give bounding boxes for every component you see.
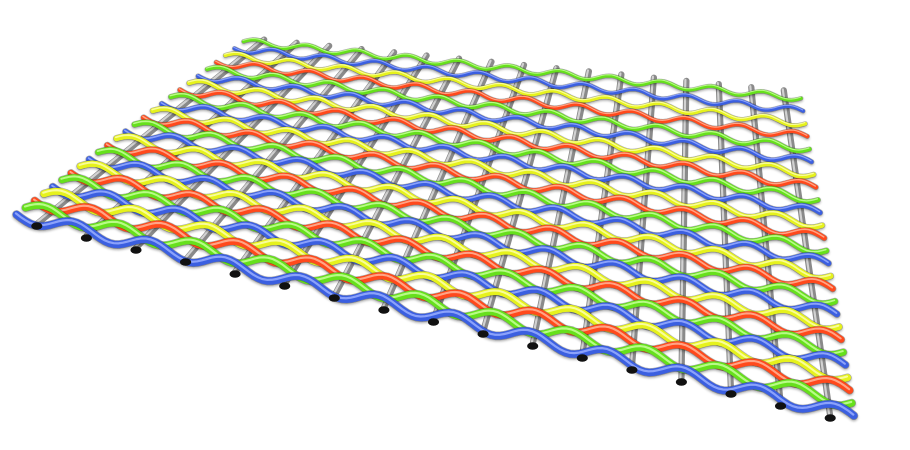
weft-strand [158, 100, 824, 216]
warp-end-cap [576, 354, 588, 362]
warp-end-cap [80, 234, 92, 242]
warp-end-cap [477, 330, 489, 338]
weft-strand [177, 87, 819, 191]
weft-strand [222, 50, 808, 129]
warp-end-cap [130, 246, 142, 254]
warp-end-cap [775, 402, 787, 410]
weft-strand [186, 78, 817, 180]
warp-end-cap [378, 306, 390, 314]
weft-strands [12, 37, 859, 421]
weft-strand [241, 37, 804, 103]
weft-strand [213, 59, 810, 139]
weft-strand [12, 210, 859, 421]
weft-strand [167, 91, 821, 205]
weft-strand [195, 73, 815, 165]
warp-end-cap [328, 294, 340, 302]
warp-end-cap [31, 222, 43, 230]
warp-end-cap [180, 258, 192, 266]
warp-end-cap [626, 366, 638, 374]
warp-end-cap [725, 390, 737, 398]
warp-end-cap [824, 414, 836, 422]
warp-end-cap [427, 318, 440, 326]
weft-strand [149, 105, 826, 231]
weft-strand [232, 46, 806, 114]
warp-end-cap [527, 342, 539, 350]
weft-strand [140, 114, 828, 242]
warp-end-cap [675, 378, 688, 386]
weft-strand [204, 64, 813, 154]
warp-end-cap [229, 270, 241, 278]
strand-end-caps [31, 222, 836, 422]
warp-end-cap [279, 282, 291, 290]
